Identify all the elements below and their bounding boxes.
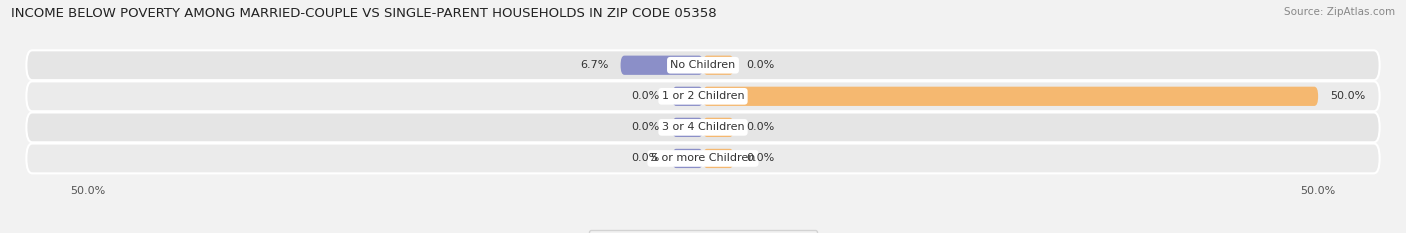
Text: 0.0%: 0.0% [631, 91, 659, 101]
FancyBboxPatch shape [672, 87, 703, 106]
FancyBboxPatch shape [620, 56, 703, 75]
Text: 3 or 4 Children: 3 or 4 Children [662, 122, 744, 132]
FancyBboxPatch shape [27, 113, 1379, 142]
Text: 0.0%: 0.0% [631, 154, 659, 163]
FancyBboxPatch shape [703, 118, 734, 137]
Text: 50.0%: 50.0% [1330, 91, 1365, 101]
Text: 0.0%: 0.0% [747, 60, 775, 70]
Text: 6.7%: 6.7% [579, 60, 609, 70]
Text: 5 or more Children: 5 or more Children [651, 154, 755, 163]
FancyBboxPatch shape [703, 56, 734, 75]
FancyBboxPatch shape [672, 149, 703, 168]
Text: INCOME BELOW POVERTY AMONG MARRIED-COUPLE VS SINGLE-PARENT HOUSEHOLDS IN ZIP COD: INCOME BELOW POVERTY AMONG MARRIED-COUPL… [11, 7, 717, 20]
Text: No Children: No Children [671, 60, 735, 70]
Legend: Married Couples, Single Parents: Married Couples, Single Parents [589, 230, 817, 233]
FancyBboxPatch shape [703, 149, 734, 168]
Text: Source: ZipAtlas.com: Source: ZipAtlas.com [1284, 7, 1395, 17]
FancyBboxPatch shape [672, 118, 703, 137]
FancyBboxPatch shape [703, 87, 1319, 106]
Text: 0.0%: 0.0% [631, 122, 659, 132]
Text: 1 or 2 Children: 1 or 2 Children [662, 91, 744, 101]
Text: 0.0%: 0.0% [747, 122, 775, 132]
FancyBboxPatch shape [27, 144, 1379, 173]
Text: 0.0%: 0.0% [747, 154, 775, 163]
FancyBboxPatch shape [27, 81, 1379, 111]
FancyBboxPatch shape [27, 50, 1379, 80]
